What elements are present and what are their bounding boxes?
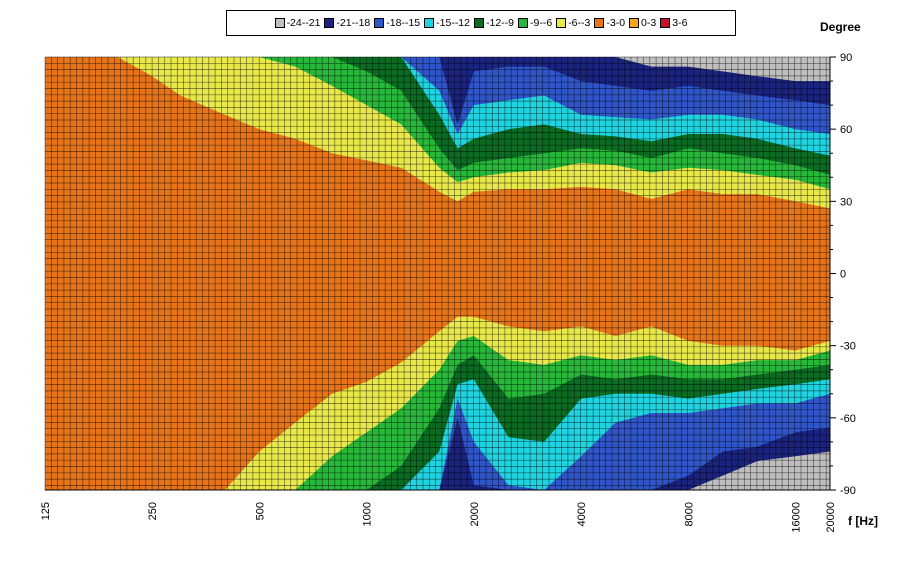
legend-label: -18--15: [386, 17, 421, 29]
legend-swatch: [474, 18, 484, 28]
y-tick-label: -90: [840, 485, 856, 497]
y-tick-label: 30: [840, 196, 852, 208]
x-tick-label: 16000: [790, 502, 802, 533]
band-region: [45, 393, 830, 490]
band-region: [45, 57, 830, 125]
legend-swatch: [556, 18, 567, 28]
legend-swatch: [274, 18, 285, 28]
legend-label: -3-0: [606, 17, 626, 29]
legend-item: 0-3: [629, 17, 656, 29]
x-tick-label: 2000: [469, 502, 481, 526]
x-tick-label: 8000: [683, 502, 695, 526]
legend-swatch: [518, 18, 529, 28]
y-tick-label: -30: [840, 341, 856, 353]
legend-swatch: [324, 18, 335, 28]
x-tick-label: 20000: [825, 502, 837, 533]
legend-swatch: [629, 18, 640, 28]
y-axis-title: Degree: [820, 20, 861, 34]
legend-label: -12--9: [486, 17, 515, 29]
legend-label: -15--12: [436, 17, 470, 29]
legend-swatch: [660, 18, 671, 28]
y-tick-label: 90: [840, 52, 852, 64]
band-region: [45, 57, 830, 82]
x-tick-label: 1000: [362, 502, 374, 526]
y-tick-label: 0: [840, 269, 846, 281]
legend-item: -15--12: [424, 17, 470, 29]
legend: -24--21 -21--18 -18--15 -15--12 -12--9 -9--6 -…: [226, 10, 736, 36]
legend-swatch: [594, 18, 605, 28]
legend-label: -6--3: [568, 17, 591, 29]
legend-label: -9--6: [530, 17, 553, 29]
legend-label: 3-6: [672, 17, 688, 29]
x-tick-label: 4000: [576, 502, 588, 526]
legend-item: -24--21: [274, 17, 321, 29]
legend-item: -9--6: [518, 17, 552, 29]
legend-item: -21--18: [324, 17, 370, 29]
band-region: [45, 451, 830, 490]
legend-item: -12--9: [474, 17, 514, 29]
legend-swatch: [424, 18, 435, 28]
y-tick-label: -60: [840, 413, 856, 425]
x-tick-label: 250: [147, 502, 159, 520]
legend-item: -6--3: [556, 17, 590, 29]
legend-label: 0-3: [641, 17, 657, 29]
legend-item: 3-6: [660, 17, 687, 29]
legend-swatch: [374, 18, 385, 28]
legend-label: -24--21: [286, 17, 321, 29]
x-tick-label: 125: [40, 502, 52, 520]
x-tick-label: 500: [254, 502, 266, 520]
legend-item: -18--15: [374, 17, 420, 29]
x-axis-title: f [Hz]: [848, 514, 878, 528]
y-tick-label: 60: [840, 124, 852, 136]
legend-label: -21--18: [336, 17, 371, 29]
legend-item: -3-0: [594, 17, 625, 29]
